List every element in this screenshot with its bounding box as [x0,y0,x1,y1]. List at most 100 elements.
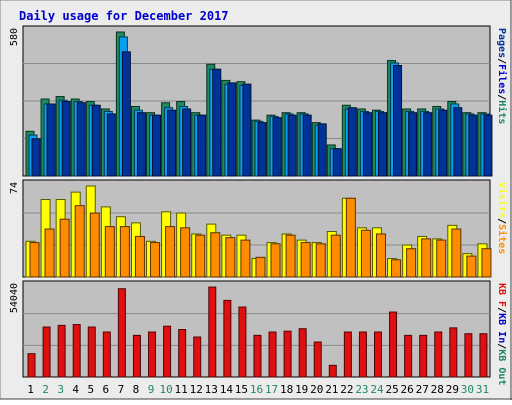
day-label-14: 14 [220,383,234,396]
day-label-2: 2 [42,383,49,396]
axis-label-part: / [496,218,507,224]
y-max-label: 580 [9,28,20,46]
axis-label-top: Pages/Files/Hits [496,28,508,124]
axis-label-part: / [496,343,507,349]
bar-pages-day-20 [317,123,327,177]
day-label-9: 9 [148,383,155,396]
bar-pages-day-1 [31,138,41,177]
bar-sites-day-30 [466,255,477,278]
bar-kb-f-day-22 [343,331,352,378]
day-label-22: 22 [340,383,353,396]
bar-pages-day-7 [121,51,131,177]
day-label-1: 1 [27,383,34,396]
bar-pages-day-25 [393,65,403,177]
bar-sites-day-18 [285,234,296,278]
day-label-19: 19 [295,383,308,396]
bar-sites-day-13 [210,232,221,278]
day-label-24: 24 [370,383,384,396]
bar-kb-f-day-8 [132,334,141,378]
bar-sites-day-8 [134,235,145,278]
bar-kb-f-day-26 [404,334,413,378]
bar-pages-day-24 [377,112,387,177]
day-label-7: 7 [118,383,125,396]
axis-label-part: Visits [496,182,508,218]
bar-sites-day-28 [436,239,447,278]
bar-kb-f-day-9 [148,331,157,378]
bar-sites-day-22 [345,197,356,278]
axis-label-part: Hits [496,100,508,124]
day-label-10: 10 [159,383,172,396]
bar-sites-day-4 [74,205,85,278]
bar-sites-day-14 [225,237,236,278]
axis-label-bottom: KB F/KB In/KB Out [496,283,507,385]
bar-sites-day-9 [150,242,161,278]
bar-pages-day-10 [167,109,177,177]
bar-kb-f-day-25 [389,311,398,378]
bar-kb-f-day-21 [328,364,337,378]
bar-pages-day-6 [106,113,116,177]
bar-sites-day-23 [360,229,371,278]
day-label-13: 13 [205,383,218,396]
bar-pages-day-23 [362,112,372,177]
bar-kb-f-day-3 [57,324,66,378]
axis-label-middle: Visits/Sites [496,182,508,254]
day-label-27: 27 [416,383,429,396]
day-label-5: 5 [87,383,94,396]
bar-pages-day-18 [287,114,297,177]
bar-pages-day-12 [197,114,207,177]
day-label-26: 26 [401,383,414,396]
axis-label-part: KB In [496,313,507,343]
day-label-20: 20 [310,383,323,396]
day-label-18: 18 [280,383,293,396]
bar-pages-day-5 [91,104,101,177]
bar-kb-f-day-16 [253,334,262,378]
day-label-15: 15 [235,383,248,396]
bar-pages-day-11 [182,108,192,177]
bar-kb-f-day-27 [419,334,428,378]
day-label-21: 21 [325,383,338,396]
bar-pages-day-21 [332,148,342,177]
axis-label-part: KB F [496,283,507,307]
bar-sites-day-11 [180,227,191,278]
bar-pages-day-2 [46,103,56,177]
bar-kb-f-day-11 [178,329,187,378]
bar-kb-f-day-1 [27,353,36,378]
bar-kb-f-day-28 [434,331,443,378]
bar-kb-f-day-17 [268,331,277,378]
bar-sites-day-25 [391,259,402,278]
bar-kb-f-day-15 [238,306,247,378]
bar-pages-day-30 [468,114,478,177]
bar-kb-f-day-31 [479,333,488,378]
bar-sites-day-16 [255,256,266,278]
bar-sites-day-3 [59,218,70,278]
bar-sites-day-10 [165,226,176,278]
axis-label-part: / [496,307,507,313]
bar-sites-day-12 [195,234,206,278]
bar-pages-day-28 [438,109,448,177]
bar-sites-day-6 [104,226,115,278]
bar-pages-day-4 [76,102,86,177]
bar-pages-day-26 [408,112,418,177]
bar-kb-f-day-19 [298,328,307,378]
day-label-25: 25 [385,383,398,396]
day-label-3: 3 [57,383,64,396]
panel-middle: 74 Visits/Sites [9,179,508,278]
bar-sites-day-2 [44,228,55,278]
bar-sites-day-19 [300,242,311,278]
bar-sites-day-17 [270,243,281,278]
bar-kb-f-day-20 [313,341,322,378]
bar-sites-day-24 [375,233,386,278]
bar-kb-f-day-2 [42,326,51,378]
day-label-31: 31 [476,383,489,396]
day-label-23: 23 [355,383,368,396]
bar-pages-day-19 [302,114,312,177]
day-label-17: 17 [265,383,278,396]
bar-kb-f-day-5 [87,326,96,378]
day-label-30: 30 [461,383,474,396]
axis-label-part: Sites [496,224,508,254]
bar-kb-f-day-18 [283,330,292,378]
bar-sites-day-7 [119,226,130,278]
